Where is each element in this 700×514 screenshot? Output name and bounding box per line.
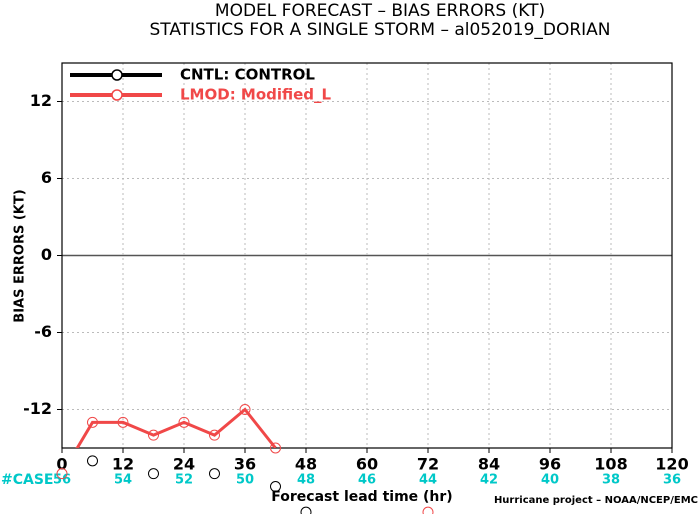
case-label: #CASE xyxy=(1,472,54,488)
point xyxy=(148,468,159,480)
x-tick-label: 48 xyxy=(295,455,317,474)
point xyxy=(270,442,281,454)
x-tick-label: 96 xyxy=(539,455,561,474)
case-count: 56 xyxy=(53,473,71,488)
x-tick-label: 84 xyxy=(478,455,500,474)
chart-subtitle: STATISTICS FOR A SINGLE STORM – al052019… xyxy=(149,20,610,40)
x-tick-label: 36 xyxy=(234,455,256,474)
case-count: 42 xyxy=(480,473,498,488)
x-tick-label: 24 xyxy=(173,455,195,474)
case-count: 36 xyxy=(663,473,681,488)
point xyxy=(178,416,190,428)
point xyxy=(239,404,251,415)
legend-marker xyxy=(111,89,123,101)
point xyxy=(300,506,312,514)
point xyxy=(209,429,220,441)
point xyxy=(209,468,220,480)
x-tick-label: 72 xyxy=(417,455,439,474)
x-tick-label: 60 xyxy=(356,455,378,474)
point xyxy=(270,481,281,492)
point xyxy=(117,416,129,428)
case-count: 50 xyxy=(236,473,254,488)
point xyxy=(422,506,434,514)
x-tick-label: 120 xyxy=(655,455,688,474)
x-axis-label: Forecast lead time (hr) xyxy=(271,489,452,505)
point xyxy=(56,468,68,480)
footnote: Hurricane project – NOAA/NCEP/EMC xyxy=(494,495,698,506)
case-count: 52 xyxy=(175,473,193,488)
legend-label: LMOD: Modified_L xyxy=(180,86,332,104)
case-count: 46 xyxy=(358,473,376,488)
x-tick-label: 108 xyxy=(594,455,627,474)
x-tick-label: 12 xyxy=(112,455,134,474)
point xyxy=(148,429,159,441)
point xyxy=(87,455,98,467)
case-count: 38 xyxy=(602,473,620,488)
case-count: 48 xyxy=(297,473,315,488)
y-tick-label: -12 xyxy=(23,399,52,418)
y-tick-label: 0 xyxy=(41,245,52,264)
legend-marker xyxy=(111,69,123,81)
y-tick-label: 6 xyxy=(41,168,52,187)
y-tick-label: 12 xyxy=(30,91,52,110)
y-tick-label: -6 xyxy=(34,322,52,341)
y-axis-label: BIAS ERRORS (KT) xyxy=(13,189,28,322)
legend-label: CNTL: CONTROL xyxy=(180,66,315,84)
x-tick-label: 0 xyxy=(56,455,67,474)
plot-frame xyxy=(61,62,673,449)
case-count: 54 xyxy=(114,473,132,488)
case-count: 40 xyxy=(541,473,559,488)
point xyxy=(87,416,98,428)
case-count: 44 xyxy=(419,473,437,488)
chart-title: MODEL FORECAST – BIAS ERRORS (KT) xyxy=(215,1,545,21)
